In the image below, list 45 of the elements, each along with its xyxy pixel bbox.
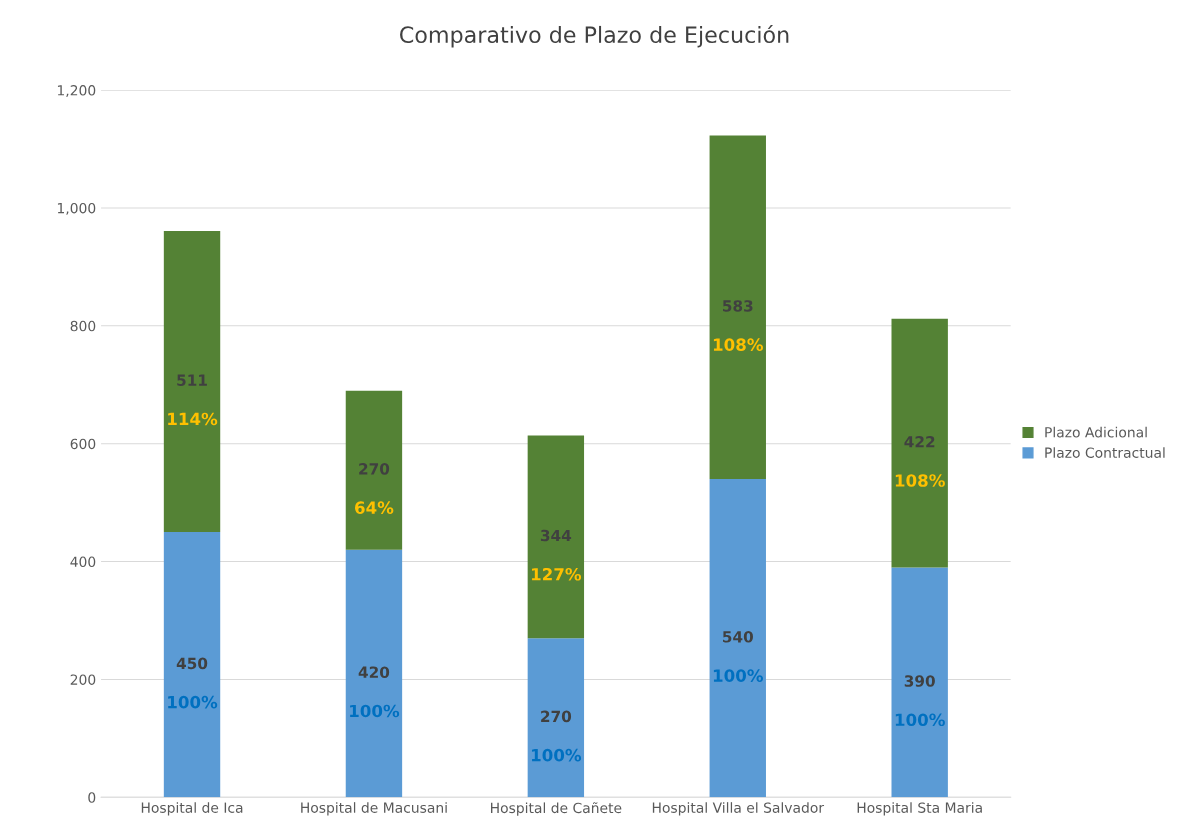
annotation: 108%	[713, 338, 763, 351]
annotation: 100%	[531, 748, 582, 762]
data-label: 450	[176, 657, 208, 670]
y-tick-label: 200	[70, 674, 96, 685]
y-tick-label: 1,200	[57, 85, 96, 97]
bar	[163, 230, 221, 533]
bar	[345, 549, 403, 798]
y-tick-label: 400	[70, 556, 96, 568]
x-tick-label: Hospital de Cañete	[491, 802, 622, 816]
annotation: 127%	[531, 567, 582, 581]
y-tick-label: 0	[88, 792, 96, 803]
annotation: 100%	[895, 713, 945, 727]
y-tick-label: 800	[70, 320, 96, 332]
x-tick-label: Hospital Sta Maria	[857, 802, 982, 816]
data-label: 270	[359, 463, 390, 475]
annotation: 100%	[168, 695, 218, 709]
x-tick-label: Hospital de Ica	[141, 802, 243, 816]
data-label: 422	[904, 435, 935, 448]
bar	[163, 532, 221, 798]
bar	[709, 135, 766, 480]
data-label: 270	[541, 710, 572, 723]
bar	[345, 390, 403, 550]
data-label: 511	[177, 374, 207, 386]
data-label: 583	[723, 300, 753, 312]
bar	[527, 435, 585, 639]
annotation: 108%	[895, 474, 945, 487]
x-tick-label: Hospital Villa el Salvador	[652, 802, 825, 816]
annotation: 64%	[355, 501, 394, 514]
data-label: 344	[540, 529, 572, 542]
bar	[891, 567, 948, 798]
annotation: 100%	[350, 704, 400, 718]
data-label: 540	[723, 631, 753, 643]
data-label: 420	[358, 666, 390, 678]
x-tick-label: Hospital de Macusani	[301, 802, 447, 816]
legend-label: Plazo Adicional	[1045, 426, 1147, 438]
annotation: 100%	[713, 669, 763, 682]
y-tick-label: 600	[70, 438, 96, 450]
chart-title: Comparativo de Plazo de Ejecución	[400, 25, 789, 48]
legend-label: Plazo Contractual	[1045, 447, 1165, 458]
bar	[709, 479, 766, 798]
annotation: 114%	[168, 412, 218, 426]
y-tick-label: 1,000	[57, 202, 96, 215]
bar	[527, 638, 585, 798]
data-label: 390	[904, 675, 935, 687]
bar	[891, 318, 948, 568]
